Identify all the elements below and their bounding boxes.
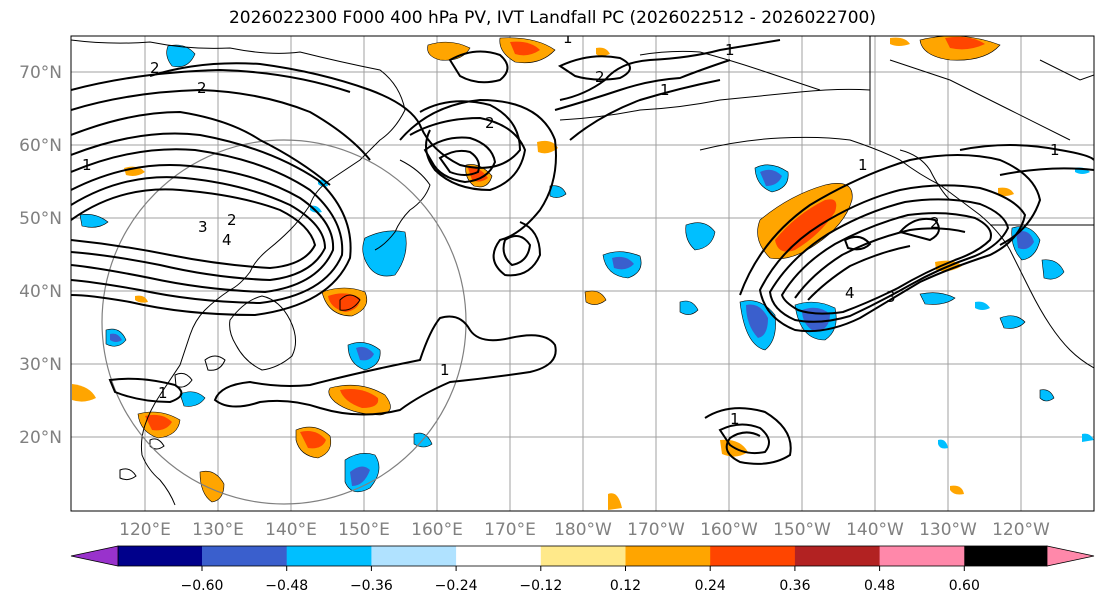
colorbar-segment [286,546,372,566]
lat-label: 70°N [19,63,62,83]
contour-label: 1 [440,361,450,379]
colorbar-tick-label: 0.12 [610,578,641,594]
colorbar-segment [118,546,203,566]
colorbar-tick-label: 0.48 [864,578,895,594]
colorbar-tick-label: 0.60 [949,578,980,594]
colorbar-tick-label: 0.36 [779,578,810,594]
contour-label: 4 [222,231,232,249]
colorbar-tick-label: −0.12 [519,578,562,594]
colorbar-segment [710,546,796,566]
lat-label: 40°N [19,282,62,302]
colorbar-tick-label: 0.24 [695,578,726,594]
colorbar-segment [794,546,881,566]
contour-label: 1 [730,410,740,428]
lon-label: 140°E [265,520,317,540]
contour-label: 4 [845,284,855,302]
lon-label: 170°W [627,520,685,540]
contour-label: 3 [886,288,896,306]
lon-label: 130°W [919,520,977,540]
contour-label: 1 [1050,141,1060,159]
radius-circle [101,139,467,505]
contour-label: 3 [198,218,208,236]
colorbar-segment [540,546,626,566]
contour-label: 1 [563,29,573,47]
contour-label: 1 [82,156,92,174]
colorbar-tick-label: −0.48 [265,578,308,594]
lon-label: 160°E [411,520,463,540]
contour-label: 2 [197,79,207,97]
lon-label: 150°W [773,520,831,540]
contour-label: 2 [485,114,495,132]
colorbar-segment [371,546,457,566]
contour-label: 1 [660,81,670,99]
map-frame [70,35,1095,512]
lon-label: 120°W [992,520,1050,540]
lon-label: 130°E [192,520,244,540]
contour-label: 1 [725,41,735,59]
contour-labels: 2 2 2 3 4 2 2 1 1 1 1 2 4 3 1 1 1 1 1 [82,29,1060,428]
contour-label: 1 [158,384,168,402]
colorbar-tick-label: −0.24 [435,578,478,594]
lon-label: 180°W [554,520,612,540]
colorbar: −0.60 −0.48 −0.36 −0.24 −0.12 0.12 0.24 0.36 0.4… [70,545,1095,594]
lat-label: 50°N [19,209,62,229]
contour-label: 2 [150,59,160,77]
lon-label: 120°E [119,520,171,540]
lon-label: 140°W [846,520,904,540]
ivt-contours [71,39,1094,465]
pv-shading [72,36,1094,510]
colorbar-under-arrow [70,545,119,567]
contour-label: 1 [858,156,868,174]
contour-label: 2 [227,211,237,229]
colorbar-tick-label: −0.60 [181,578,224,594]
lon-label: 150°E [338,520,390,540]
longitude-labels: 120°E 130°E 140°E 150°E 160°E 170°E 180°W 170°W… [119,520,1050,540]
contour-label: 2 [930,214,940,232]
colorbar-segment [625,546,711,566]
colorbar-segment [879,546,965,566]
colorbar-segment [964,546,1048,566]
map-title: 2026022300 F000 400 hPa PV, IVT Landfall… [228,8,876,28]
contour-label: 2 [595,68,605,86]
lon-label: 160°W [700,520,758,540]
colorbar-segment [456,546,542,566]
colorbar-segment [202,546,288,566]
lon-label: 170°E [484,520,536,540]
lat-label: 20°N [19,428,62,448]
latitude-labels: 70°N 60°N 50°N 40°N 30°N 20°N [19,63,62,448]
colorbar-over-arrow [1046,545,1095,567]
lat-label: 60°N [19,136,62,156]
lat-label: 30°N [19,355,62,375]
colorbar-tick-label: −0.36 [350,578,393,594]
